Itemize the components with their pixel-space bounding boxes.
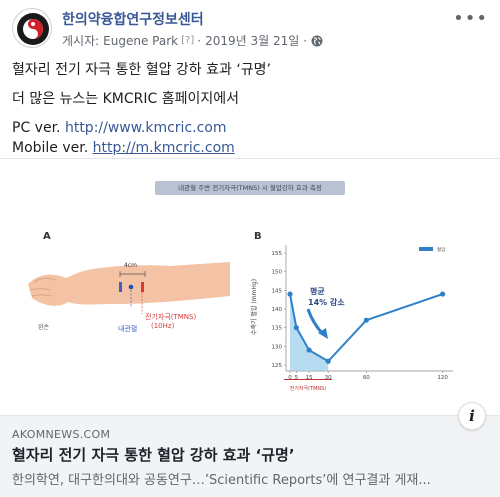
x-tick-label: 5 xyxy=(295,375,299,381)
post-date-link[interactable]: 2019년 3월 21일 xyxy=(205,34,300,48)
legend-swatch xyxy=(419,247,433,251)
y-tick-label: 130 xyxy=(272,344,283,350)
meta-separator: · xyxy=(197,33,202,48)
y-tick-label: 140 xyxy=(272,307,283,313)
data-point xyxy=(287,291,293,297)
post-text: 혈자리 전기 자극 통한 혈압 강하 효과 ‘규명’ 더 많은 뉴스는 KMCR… xyxy=(12,60,488,158)
stim-range-bar xyxy=(284,379,332,380)
link-preview-card[interactable]: i AKOMNEWS.COM 혈자리 전기 자극 통한 혈압 강하 효과 ‘규명… xyxy=(0,402,500,497)
legend-label: 혈압 xyxy=(437,246,445,253)
mobile-version-label: Mobile ver. xyxy=(12,140,89,156)
x-tick-label: 60 xyxy=(363,375,370,381)
info-icon[interactable]: i xyxy=(458,402,486,430)
acupoint-label: 내관혈 xyxy=(118,325,138,333)
link-description: 한의학연, 대구한의대와 공동연구…’Scientific Reports’에 … xyxy=(12,473,431,488)
electrode-blue xyxy=(119,282,122,292)
measure-label: 4cm xyxy=(124,262,137,269)
mobile-version-link[interactable]: http://m.kmcric.com xyxy=(92,140,235,156)
stim-label-2: (10Hz) xyxy=(151,322,175,330)
decrease-arrowhead xyxy=(318,328,328,339)
post-text-line-1: 혈자리 전기 자극 통한 혈압 강하 효과 ‘규명’ xyxy=(12,62,272,78)
posted-by-prefix: 게시자: xyxy=(62,34,100,48)
data-point xyxy=(440,291,446,297)
posted-by-name[interactable]: Eugene Park xyxy=(103,33,179,48)
blood-pressure-chart: 수축기 혈압 (mmHg) 혈압 평균 14% 감소 전기자극(TMNS) 12… xyxy=(250,245,453,392)
x-tick-label: 30 xyxy=(325,375,332,381)
post-meta: 게시자: Eugene Park [?] · 2019년 3월 21일 · xyxy=(62,32,323,49)
post-text-line-2: 더 많은 뉴스는 KMCRIC 홈페이지에서 xyxy=(12,91,240,107)
link-title[interactable]: 혈자리 전기 자극 통한 혈압 강하 효과 ‘규명’ xyxy=(12,446,295,464)
y-tick-label: 135 xyxy=(272,326,283,332)
pc-version-link[interactable]: http://www.kmcric.com xyxy=(64,120,227,136)
annotation-1: 평균 xyxy=(310,286,325,296)
link-preview-image[interactable]: 내관혈 주변 전기자극(TMNS) 시 혈압강하 효과 측정 A 4cm 내관혈… xyxy=(0,158,500,416)
meta-separator-2: · xyxy=(303,33,308,48)
panel-a-label: A xyxy=(43,231,51,242)
stim-range-label: 전기자극(TMNS) xyxy=(290,385,327,392)
page-logo-icon xyxy=(17,13,49,45)
data-point xyxy=(293,325,299,331)
panel-b-label: B xyxy=(254,231,262,242)
page-avatar[interactable] xyxy=(12,8,52,48)
post-header: 한의약융합연구정보센터 게시자: Eugene Park [?] · 2019년… xyxy=(0,0,500,56)
figure-title: 내관혈 주변 전기자극(TMNS) 시 혈압강하 효과 측정 xyxy=(155,181,345,195)
annotation-2: 14% 감소 xyxy=(308,297,345,307)
y-tick-label: 155 xyxy=(272,251,283,257)
globe-icon[interactable] xyxy=(311,35,323,47)
link-domain: AKOMNEWS.COM xyxy=(12,428,111,441)
page-name-link[interactable]: 한의약융합연구정보센터 xyxy=(62,12,204,28)
series-line xyxy=(289,293,443,363)
x-tick-label: 15 xyxy=(306,375,313,381)
x-tick-label: 0 xyxy=(288,375,292,381)
stim-label-1: 전기자극(TMNS) xyxy=(145,313,197,321)
y-axis-label: 수축기 혈압 (mmHg) xyxy=(250,279,258,335)
more-options-icon[interactable]: ••• xyxy=(453,8,488,29)
pc-version-label: PC ver. xyxy=(12,120,61,136)
stimulation-area xyxy=(290,294,329,371)
acupoint-marker xyxy=(128,284,134,290)
electrode-red xyxy=(141,282,144,292)
y-tick-label: 125 xyxy=(272,363,283,369)
forearm-illustration xyxy=(28,262,230,314)
y-tick-label: 150 xyxy=(272,270,283,276)
hand-label: 왼손 xyxy=(38,324,50,331)
y-tick-label: 145 xyxy=(272,288,283,294)
data-point xyxy=(363,317,369,323)
mobile-version-line: Mobile ver. http://m.kmcric.com xyxy=(12,138,488,158)
data-point xyxy=(325,358,331,364)
posted-by-help[interactable]: [?] xyxy=(181,35,195,46)
data-point xyxy=(306,347,312,353)
pc-version-line: PC ver. http://www.kmcric.com xyxy=(12,118,488,138)
x-tick-label: 120 xyxy=(437,375,448,381)
